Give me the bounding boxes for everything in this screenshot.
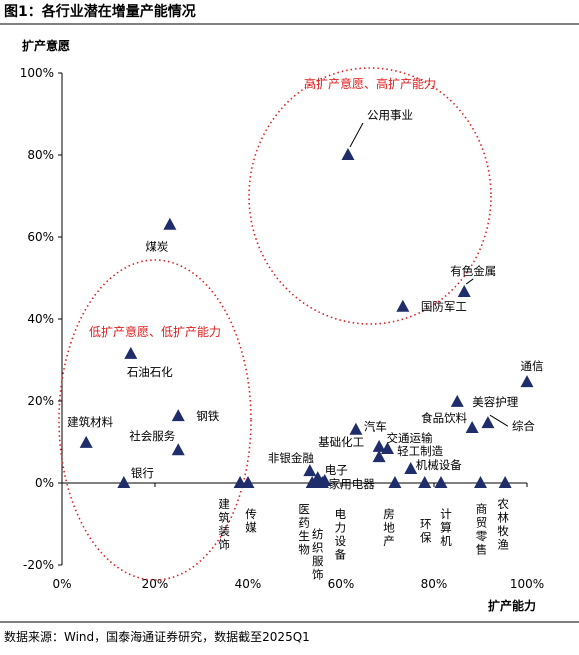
point-label: 银行 [131,466,154,480]
highlight-ellipse [58,259,252,581]
point [163,217,177,230]
point-label: 煤炭 [145,240,168,254]
point [388,476,402,488]
point [372,439,386,452]
point [117,476,131,488]
point [481,416,495,429]
annotation: 低扩产意愿、低扩产能力 [89,324,221,339]
point-label: 建筑材料 [67,415,113,429]
point [418,476,432,488]
point [124,346,138,359]
point [520,375,534,388]
point [404,462,418,475]
point [241,476,255,488]
point-label: 轻工制造 [397,444,443,458]
point [372,450,386,463]
x-axis-label: 扩产能力 [488,598,536,613]
y-axis-label: 扩产意愿 [22,38,70,53]
leader-line [489,414,509,427]
y-tick-label: 80% [27,148,54,162]
point [303,464,317,477]
y-tick-label: 20% [27,394,54,408]
point-label: 公用事业 [367,108,413,122]
point-label: 非银金融 [268,451,314,465]
point [474,476,487,488]
point-label: 石油石化 [127,365,173,379]
point-label: 社会服务 [129,429,175,443]
point [349,422,363,435]
point-label: 商贸零售 [475,502,489,557]
y-tick-label: -20% [23,558,54,572]
chart-title: 图1：各行业潜在增量产能情况 [4,3,196,20]
point-label: 钢铁 [196,409,219,423]
x-tick-label: 20% [142,577,169,591]
point [457,284,471,297]
point [171,443,185,456]
point-label: 电子 [325,463,348,477]
point-label: 通信 [521,359,544,373]
point-label: 环保 [419,518,433,545]
point [79,435,93,448]
point-label: 建筑装饰 [217,497,231,552]
x-tick-label: 40% [235,577,262,591]
point-label: 农林牧渔 [496,497,510,552]
y-tick-label: 60% [27,230,54,244]
point-label: 基础化工 [318,435,364,449]
point [465,421,479,434]
point-label: 医药生物 [297,503,311,557]
point-label: 交通运输 [387,431,433,445]
x-tick-label: 100% [510,577,544,591]
annotation: 高扩产意愿、高扩产能力 [304,76,436,91]
leader-line [349,122,364,148]
point [341,148,355,160]
point-label: 电力设备 [333,508,347,562]
point [318,473,332,486]
point [450,394,464,407]
x-tick-label: 0% [52,577,71,591]
point-label: 美容护理 [472,395,518,409]
point [396,299,410,312]
point-label: 机械设备 [416,458,462,472]
point-label: 食品饮料 [421,411,467,425]
leader-line [465,278,474,285]
point-label: 传媒 [244,507,258,535]
point-label: 纺织服饰 [311,527,325,582]
point-label: 家用电器 [329,477,375,491]
point [434,476,448,488]
point [498,476,512,488]
source: 数据来源：Wind，国泰海通证券研究，数据截至2025Q1 [4,629,310,644]
point-label: 汽车 [364,420,387,434]
point-label: 计算机 [439,508,453,549]
point-label: 房地产 [382,508,396,549]
point [381,441,394,454]
y-tick-label: 0% [35,476,54,490]
point-label: 国防军工 [421,300,467,314]
highlight-ellipse [248,67,492,325]
point-label: 有色金属 [450,264,496,278]
y-tick-label: 100% [20,66,54,80]
x-tick-label: 60% [328,577,355,591]
y-tick-label: 40% [27,312,54,326]
point-label: 综合 [512,419,535,433]
point [171,409,185,422]
x-tick-label: 80% [421,577,448,591]
